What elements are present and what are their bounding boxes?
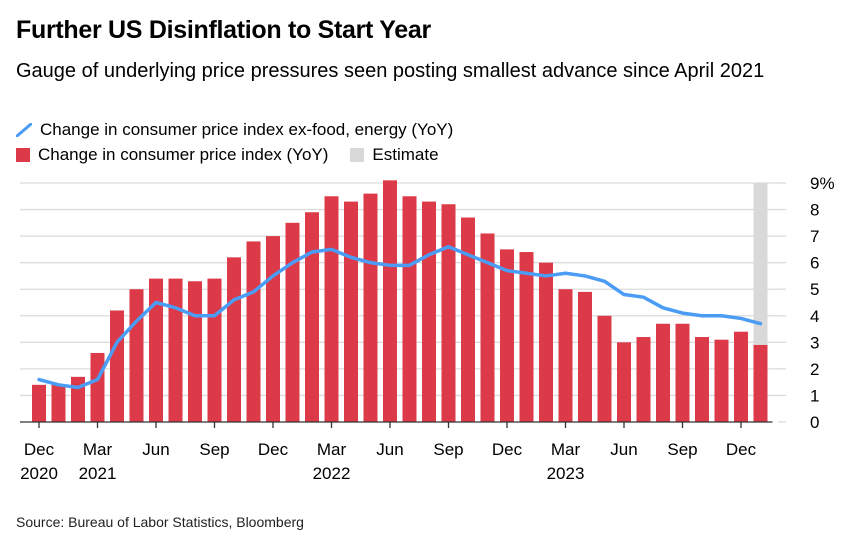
- bar: [324, 196, 339, 422]
- bar: [129, 289, 144, 422]
- bar: [110, 310, 124, 422]
- legend-bar-swatch: [16, 148, 30, 162]
- bar: [617, 342, 631, 422]
- x-tick-month: Jun: [142, 440, 169, 459]
- bar: [305, 212, 319, 422]
- bar: [714, 339, 729, 422]
- y-tick-label: 7: [810, 227, 819, 246]
- bar: [90, 352, 105, 422]
- bar: [753, 344, 768, 422]
- y-tick-label: 3: [810, 333, 819, 352]
- bar: [695, 337, 709, 422]
- bar: [578, 291, 592, 422]
- legend-estimate-swatch: [350, 148, 365, 162]
- bar: [344, 201, 358, 422]
- x-tick-month: Sep: [433, 440, 463, 459]
- legend-core-label: Change in consumer price index ex-food, …: [40, 120, 454, 139]
- bar: [519, 252, 534, 422]
- bar: [32, 384, 46, 422]
- bar: [285, 222, 300, 422]
- bar: [461, 217, 475, 422]
- bar: [207, 278, 222, 422]
- bar: [558, 289, 573, 422]
- legend-core: Change in consumer price index ex-food, …: [16, 120, 453, 140]
- core-cpi-line: [37, 244, 763, 390]
- x-tick-year: 2021: [79, 464, 117, 483]
- x-tick-month: Sep: [199, 440, 229, 459]
- chart-subtitle: Gauge of underlying price pressures seen…: [16, 60, 765, 82]
- y-tick-label: 0: [810, 413, 819, 432]
- chart-title: Further US Disinflation to Start Year: [16, 16, 431, 44]
- bar: [188, 281, 202, 422]
- bar: [227, 257, 241, 422]
- bar: [734, 331, 748, 422]
- bar: [168, 278, 183, 422]
- bar: [422, 201, 436, 422]
- legend-cpi: Change in consumer price index (YoY) Est…: [16, 145, 439, 165]
- y-tick-label: 9%: [810, 174, 835, 193]
- bar: [246, 241, 261, 422]
- bar: [539, 262, 553, 422]
- x-tick-month: Jun: [610, 440, 637, 459]
- x-tick-month: Dec: [726, 440, 757, 459]
- bar: [597, 315, 612, 422]
- bar: [266, 236, 280, 422]
- x-tick-year: 2023: [547, 464, 585, 483]
- source-note: Source: Bureau of Labor Statistics, Bloo…: [16, 514, 304, 530]
- y-tick-label: 4: [810, 307, 819, 326]
- x-tick-month: Jun: [376, 440, 403, 459]
- x-tick-month: Dec: [24, 440, 55, 459]
- bar: [636, 337, 651, 422]
- x-tick-year: 2020: [20, 464, 58, 483]
- bar: [51, 384, 66, 422]
- x-tick-month: Mar: [317, 440, 347, 459]
- legend-estimate-label: Estimate: [372, 145, 439, 164]
- bar: [149, 278, 163, 422]
- y-tick-label: 6: [810, 254, 819, 273]
- x-tick-month: Dec: [492, 440, 523, 459]
- bar: [500, 249, 514, 422]
- x-tick-month: Mar: [551, 440, 581, 459]
- bar: [402, 196, 417, 422]
- y-tick-label: 8: [810, 201, 819, 220]
- bar: [480, 233, 495, 422]
- x-tick-month: Sep: [667, 440, 697, 459]
- y-tick-label: 2: [810, 360, 819, 379]
- x-tick-year: 2022: [313, 464, 351, 483]
- legend-line-swatch: [16, 123, 32, 137]
- y-tick-label: 1: [810, 386, 819, 405]
- legend-cpi-label: Change in consumer price index (YoY): [38, 145, 329, 164]
- bar: [675, 323, 690, 422]
- y-tick-label: 5: [810, 280, 819, 299]
- bar: [383, 180, 397, 422]
- bar: [441, 204, 456, 422]
- x-tick-month: Dec: [258, 440, 289, 459]
- x-tick-month: Mar: [83, 440, 113, 459]
- bar: [363, 193, 378, 422]
- bar: [656, 323, 670, 422]
